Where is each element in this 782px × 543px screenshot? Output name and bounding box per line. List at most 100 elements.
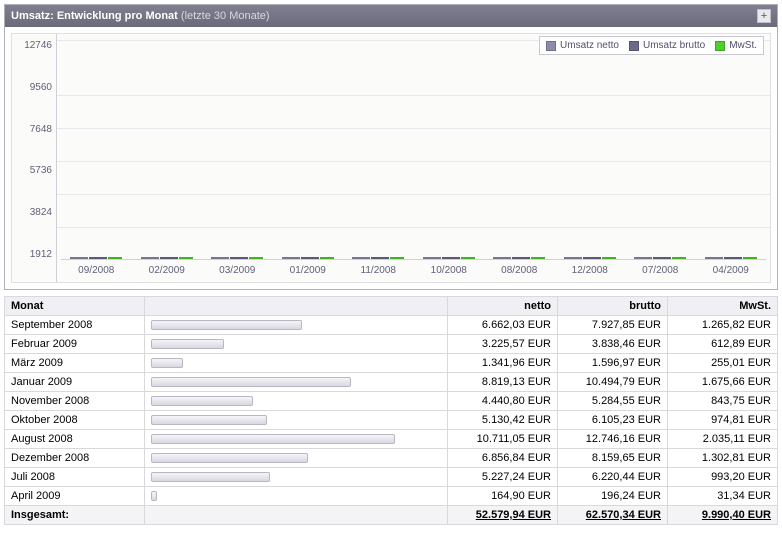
cell-bar	[145, 430, 448, 449]
row-bar	[151, 358, 183, 368]
bar-brutto	[653, 257, 671, 259]
cell-netto: 164,90 EUR	[448, 487, 558, 506]
bar-brutto	[583, 257, 601, 259]
row-bar	[151, 453, 308, 463]
cell-bar	[145, 468, 448, 487]
bar-brutto	[724, 257, 742, 259]
cell-netto: 1.341,96 EUR	[448, 354, 558, 373]
cell-brutto: 7.927,85 EUR	[558, 316, 668, 335]
total-netto: 52.579,94 EUR	[448, 506, 558, 525]
bar-mwst	[390, 257, 404, 259]
bar-group: 09/2008	[61, 257, 132, 282]
table-row: Februar 20093.225,57 EUR3.838,46 EUR612,…	[5, 335, 778, 354]
bar-netto	[141, 257, 159, 259]
bar-mwst	[320, 257, 334, 259]
cell-bar	[145, 392, 448, 411]
cell-netto: 5.227,24 EUR	[448, 468, 558, 487]
cell-month: Oktober 2008	[5, 411, 145, 430]
row-bar	[151, 396, 253, 406]
y-tick: 7648	[12, 124, 52, 135]
bar-netto	[70, 257, 88, 259]
col-netto[interactable]: netto	[448, 297, 558, 316]
legend-item: MwSt.	[715, 40, 757, 51]
bar-netto	[564, 257, 582, 259]
col-brutto[interactable]: brutto	[558, 297, 668, 316]
table-body: September 20086.662,03 EUR7.927,85 EUR1.…	[5, 316, 778, 525]
bar-brutto	[89, 257, 107, 259]
legend-swatch	[629, 41, 639, 51]
table-row: März 2009 1.341,96 EUR1.596,97 EUR255,01 …	[5, 354, 778, 373]
total-label: Insgesamt:	[5, 506, 145, 525]
bar-group: 07/2008	[625, 257, 696, 282]
col-bar[interactable]	[145, 297, 448, 316]
chart-legend: Umsatz nettoUmsatz bruttoMwSt.	[539, 36, 764, 55]
table-total-row: Insgesamt:52.579,94 EUR62.570,34 EUR9.99…	[5, 506, 778, 525]
bar-mwst	[602, 257, 616, 259]
cell-month: Juli 2008	[5, 468, 145, 487]
table-row: Januar 20098.819,13 EUR10.494,79 EUR1.67…	[5, 373, 778, 392]
y-tick: 3824	[12, 207, 52, 218]
legend-label: MwSt.	[729, 40, 757, 51]
cell-bar	[145, 449, 448, 468]
cell-brutto: 1.596,97 EUR	[558, 354, 668, 373]
bar-group: 01/2009	[273, 257, 344, 282]
x-label: 11/2008	[343, 260, 414, 282]
table-row: April 2009164,90 EUR196,24 EUR31,34 EUR	[5, 487, 778, 506]
bar-netto	[493, 257, 511, 259]
table-row: November 20084.440,80 EUR5.284,55 EUR843…	[5, 392, 778, 411]
bar-mwst	[461, 257, 475, 259]
cell-brutto: 8.159,65 EUR	[558, 449, 668, 468]
table-header-row: Monat netto brutto MwSt.	[5, 297, 778, 316]
expand-icon[interactable]: +	[757, 9, 771, 23]
cell-brutto: 5.284,55 EUR	[558, 392, 668, 411]
legend-swatch	[715, 41, 725, 51]
bar-brutto	[442, 257, 460, 259]
gridlines	[57, 40, 770, 260]
cell-mwst: 255,01 EUR	[668, 354, 778, 373]
cell-netto: 5.130,42 EUR	[448, 411, 558, 430]
bar-brutto	[301, 257, 319, 259]
cell-mwst: 1.675,66 EUR	[668, 373, 778, 392]
col-month[interactable]: Monat	[5, 297, 145, 316]
bar-brutto	[371, 257, 389, 259]
bar-mwst	[531, 257, 545, 259]
y-tick: 1912	[12, 249, 52, 260]
row-bar	[151, 377, 351, 387]
bar-brutto	[512, 257, 530, 259]
bar-mwst	[672, 257, 686, 259]
cell-brutto: 10.494,79 EUR	[558, 373, 668, 392]
table-row: Oktober 20085.130,42 EUR6.105,23 EUR974,…	[5, 411, 778, 430]
cell-brutto: 6.220,44 EUR	[558, 468, 668, 487]
x-label: 10/2008	[414, 260, 485, 282]
cell-month: September 2008	[5, 316, 145, 335]
x-label: 04/2009	[696, 260, 767, 282]
bar-mwst	[108, 257, 122, 259]
cell-netto: 4.440,80 EUR	[448, 392, 558, 411]
table-row: Juli 2008 5.227,24 EUR6.220,44 EUR993,20 …	[5, 468, 778, 487]
table-row: September 20086.662,03 EUR7.927,85 EUR1.…	[5, 316, 778, 335]
cell-bar	[145, 373, 448, 392]
bar-group: 10/2008	[414, 257, 485, 282]
bar-netto	[423, 257, 441, 259]
bar-mwst	[249, 257, 263, 259]
row-bar	[151, 434, 395, 444]
cell-month: März 2009	[5, 354, 145, 373]
table-row: August 200810.711,05 EUR12.746,16 EUR2.0…	[5, 430, 778, 449]
bar-group: 03/2009	[202, 257, 273, 282]
revenue-panel: Umsatz: Entwicklung pro Monat (letzte 30…	[4, 4, 778, 290]
cell-mwst: 993,20 EUR	[668, 468, 778, 487]
legend-swatch	[546, 41, 556, 51]
x-label: 08/2008	[484, 260, 555, 282]
cell-month: April 2009	[5, 487, 145, 506]
panel-subtitle: (letzte 30 Monate)	[181, 10, 270, 22]
col-mwst[interactable]: MwSt.	[668, 297, 778, 316]
legend-item: Umsatz brutto	[629, 40, 705, 51]
total-spacer	[145, 506, 448, 525]
row-bar	[151, 339, 224, 349]
row-bar	[151, 472, 270, 482]
y-tick: 12746	[12, 40, 52, 51]
bar-netto	[282, 257, 300, 259]
cell-netto: 10.711,05 EUR	[448, 430, 558, 449]
revenue-table: Monat netto brutto MwSt. September 20086…	[4, 296, 778, 525]
x-label: 03/2009	[202, 260, 273, 282]
